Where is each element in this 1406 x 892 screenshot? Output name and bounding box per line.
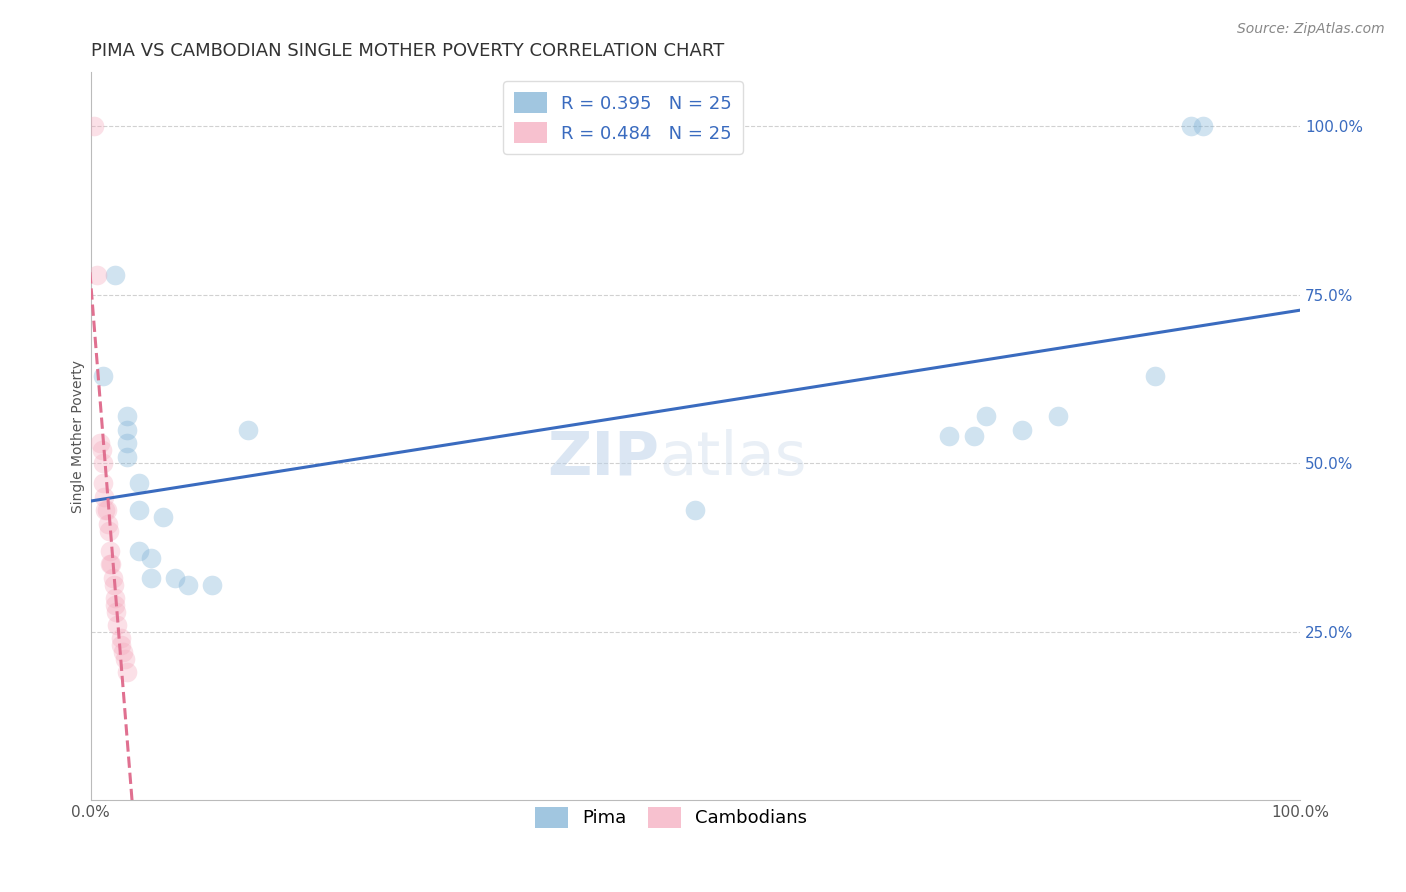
Point bbox=[152, 510, 174, 524]
Point bbox=[91, 476, 114, 491]
Point bbox=[236, 423, 259, 437]
Point bbox=[128, 476, 150, 491]
Point bbox=[201, 577, 224, 591]
Point bbox=[938, 429, 960, 443]
Point bbox=[90, 442, 112, 457]
Text: ZIP: ZIP bbox=[547, 429, 659, 488]
Y-axis label: Single Mother Poverty: Single Mother Poverty bbox=[72, 359, 86, 513]
Point bbox=[105, 605, 128, 619]
Text: atlas: atlas bbox=[659, 429, 807, 488]
Point bbox=[114, 651, 136, 665]
Point bbox=[141, 550, 163, 565]
Point bbox=[110, 632, 132, 646]
Point bbox=[165, 571, 187, 585]
Text: Source: ZipAtlas.com: Source: ZipAtlas.com bbox=[1237, 22, 1385, 37]
Point bbox=[176, 577, 198, 591]
Point bbox=[1180, 120, 1202, 134]
Point bbox=[104, 268, 127, 282]
Point bbox=[141, 571, 163, 585]
Point bbox=[91, 368, 114, 383]
Point bbox=[105, 618, 128, 632]
Point bbox=[104, 598, 127, 612]
Point bbox=[110, 638, 132, 652]
Point bbox=[115, 423, 138, 437]
Point bbox=[97, 524, 120, 538]
Legend: Pima, Cambodians: Pima, Cambodians bbox=[529, 799, 814, 835]
Point bbox=[91, 456, 114, 470]
Point bbox=[115, 665, 138, 680]
Point bbox=[86, 268, 108, 282]
Point bbox=[94, 503, 117, 517]
Point bbox=[1143, 368, 1166, 383]
Point bbox=[112, 645, 135, 659]
Point bbox=[101, 571, 124, 585]
Point bbox=[115, 436, 138, 450]
Text: PIMA VS CAMBODIAN SINGLE MOTHER POVERTY CORRELATION CHART: PIMA VS CAMBODIAN SINGLE MOTHER POVERTY … bbox=[91, 42, 724, 60]
Point bbox=[93, 490, 115, 504]
Point bbox=[97, 516, 120, 531]
Point bbox=[96, 503, 118, 517]
Point bbox=[128, 503, 150, 517]
Point bbox=[962, 429, 984, 443]
Point bbox=[1047, 409, 1070, 423]
Point bbox=[1192, 120, 1215, 134]
Point bbox=[103, 577, 125, 591]
Point bbox=[98, 558, 121, 572]
Point bbox=[83, 120, 105, 134]
Point bbox=[104, 591, 127, 605]
Point bbox=[1011, 423, 1033, 437]
Point bbox=[100, 558, 122, 572]
Point bbox=[128, 544, 150, 558]
Point bbox=[89, 436, 111, 450]
Point bbox=[98, 544, 121, 558]
Point bbox=[115, 409, 138, 423]
Point bbox=[115, 450, 138, 464]
Point bbox=[685, 503, 707, 517]
Point bbox=[974, 409, 997, 423]
